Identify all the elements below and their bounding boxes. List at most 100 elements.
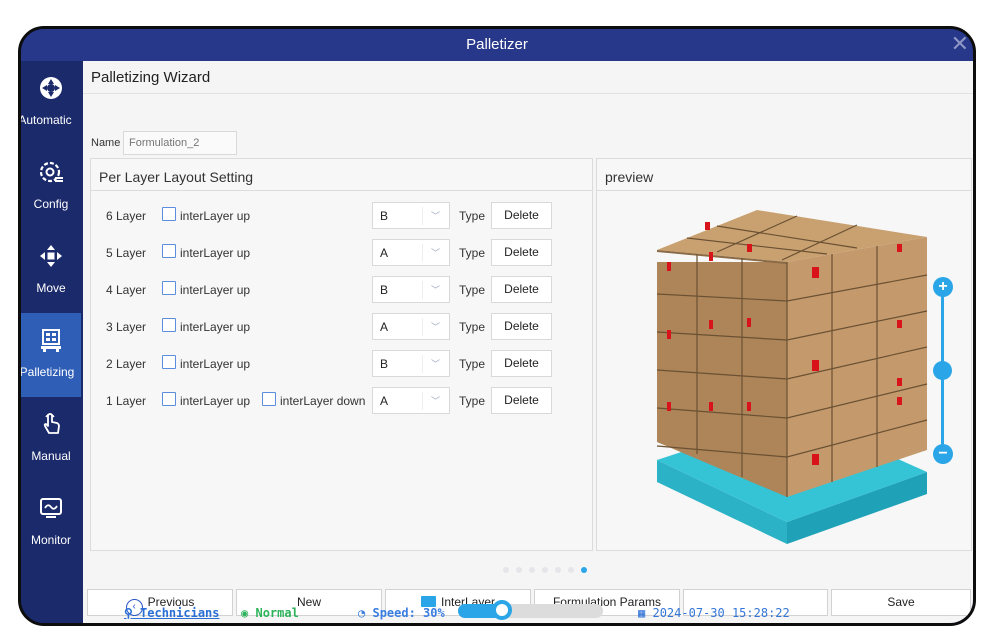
name-input[interactable] <box>123 131 237 155</box>
layout-select[interactable]: B ﹀ <box>372 276 450 303</box>
sidebar-item-automatic[interactable]: Automatic <box>21 61 81 145</box>
zoom-in-icon[interactable]: + <box>933 277 953 297</box>
interlayer-up-checkbox[interactable] <box>162 392 176 406</box>
layer-row: 1 Layer interLayer up interLayer down A ﹀… <box>91 387 591 415</box>
new-button[interactable]: New <box>236 589 382 616</box>
user-link[interactable]: ⚲ Technicians <box>124 606 220 620</box>
page-dot[interactable] <box>503 567 509 573</box>
delete-button[interactable]: Delete <box>491 239 552 266</box>
interlayer-up-label: interLayer up <box>180 320 251 334</box>
delete-button[interactable]: Delete <box>491 350 552 377</box>
preview-title: preview <box>597 159 971 191</box>
interlayer-down-label: interLayer down <box>280 394 366 408</box>
layer-label: 6 Layer <box>106 209 147 223</box>
previous-label: Previous <box>147 595 195 609</box>
page-dot[interactable] <box>568 567 574 573</box>
layer-row: 2 Layer interLayer up B ﹀ Type Delete <box>91 350 591 378</box>
sidebar: Automatic Config Move Palletizing Manual <box>21 61 81 623</box>
speed-slider-handle[interactable] <box>492 600 512 620</box>
status-normal: ◉ Normal <box>241 606 299 620</box>
interlayer-up-checkbox[interactable] <box>162 281 176 295</box>
speed-label: Speed: 30% <box>372 606 445 620</box>
layer-label: 4 Layer <box>106 283 147 297</box>
datetime-label: 2024-07-30 15:28:22 <box>652 606 790 620</box>
chevron-down-icon: ﹀ <box>430 322 440 332</box>
save-button[interactable]: Save <box>831 589 971 616</box>
speed-gauge-icon: ◔ <box>358 606 366 620</box>
page-dot[interactable] <box>555 567 561 573</box>
chevron-down-icon: ﹀ <box>430 285 440 295</box>
close-icon[interactable]: ✕ <box>950 31 969 56</box>
layer-row: 5 Layer interLayer up A ﹀ Type Delete <box>91 239 591 267</box>
sidebar-item-palletizing[interactable]: Palletizing <box>21 313 81 397</box>
interlayer-down-checkbox[interactable] <box>262 392 276 406</box>
automatic-icon <box>21 75 81 111</box>
type-label: Type <box>459 246 486 260</box>
previous-button[interactable]: ‹ Previous <box>87 589 233 616</box>
user-label: Technicians <box>140 606 220 620</box>
layout-select-value: A <box>380 394 389 408</box>
user-icon: ⚲ <box>124 606 133 620</box>
interlayer-up-checkbox[interactable] <box>162 244 176 258</box>
monitor-icon <box>21 495 81 531</box>
layer-layout-title: Per Layer Layout Setting <box>91 159 592 191</box>
layer-row: 4 Layer interLayer up B ﹀ Type Delete <box>91 276 591 304</box>
delete-button[interactable]: Delete <box>491 276 552 303</box>
layout-select[interactable]: B ﹀ <box>372 202 450 229</box>
move-icon <box>21 243 81 279</box>
layer-label: 3 Layer <box>106 320 147 334</box>
layer-label: 1 Layer <box>106 394 147 408</box>
layer-label: 5 Layer <box>106 246 147 260</box>
layout-select[interactable]: B ﹀ <box>372 350 450 377</box>
layout-select-value: B <box>380 357 389 371</box>
interlayer-up-label: interLayer up <box>180 209 251 223</box>
page-dot[interactable] <box>516 567 522 573</box>
name-label: Name <box>91 137 121 149</box>
type-label: Type <box>459 283 486 297</box>
app-window: Palletizer ✕ Automatic Config Move <box>18 26 976 626</box>
sidebar-item-label: Automatic <box>21 113 72 127</box>
chevron-down-icon: ﹀ <box>430 248 440 258</box>
interlayer-up-label: interLayer up <box>180 246 251 260</box>
speed-slider-fill <box>458 604 503 618</box>
type-label: Type <box>459 320 486 334</box>
title-divider <box>83 93 973 94</box>
chevron-down-icon: ﹀ <box>430 396 440 406</box>
type-label: Type <box>459 209 486 223</box>
layout-select-value: A <box>380 320 389 334</box>
page-dot[interactable] <box>542 567 548 573</box>
window-title: Palletizer <box>466 36 528 53</box>
interlayer-up-checkbox[interactable] <box>162 355 176 369</box>
zoom-slider-handle[interactable] <box>933 361 952 380</box>
sidebar-item-move[interactable]: Move <box>21 229 81 313</box>
manual-hand-icon <box>21 411 81 447</box>
type-label: Type <box>459 357 486 371</box>
delete-button[interactable]: Delete <box>491 313 552 340</box>
preview-panel: preview <box>596 158 972 551</box>
zoom-out-icon[interactable]: − <box>933 444 953 464</box>
datetime: ▦ 2024-07-30 15:28:22 <box>638 606 790 620</box>
speed-slider[interactable] <box>458 600 603 620</box>
layout-select-value: A <box>380 246 389 260</box>
speed-readout: ◔ Speed: 30% <box>358 606 445 620</box>
empty-button[interactable] <box>683 589 828 616</box>
page-dot-current[interactable] <box>581 567 587 573</box>
sidebar-item-config[interactable]: Config <box>21 145 81 229</box>
sidebar-item-label: Palletizing <box>21 365 75 379</box>
sidebar-item-manual[interactable]: Manual <box>21 397 81 481</box>
status-bar: ⚲ Technicians ◉ Normal ◔ Speed: 30% ▦ 20… <box>83 592 973 622</box>
interlayer-up-checkbox[interactable] <box>162 207 176 221</box>
layout-select[interactable]: A ﹀ <box>372 387 450 414</box>
interlayer-up-checkbox[interactable] <box>162 318 176 332</box>
status-ok-icon: ◉ <box>241 606 249 620</box>
layout-select-value: B <box>380 209 389 223</box>
layout-select[interactable]: A ﹀ <box>372 239 450 266</box>
page-dot[interactable] <box>529 567 535 573</box>
layer-layout-panel: Per Layer Layout Setting 6 Layer interLa… <box>90 158 593 551</box>
sidebar-item-monitor[interactable]: Monitor <box>21 481 81 565</box>
layout-select[interactable]: A ﹀ <box>372 313 450 340</box>
delete-button[interactable]: Delete <box>491 202 552 229</box>
delete-button[interactable]: Delete <box>491 387 552 414</box>
main-content: Palletizing Wizard Name Per Layer Layout… <box>83 61 973 587</box>
layer-label: 2 Layer <box>106 357 147 371</box>
